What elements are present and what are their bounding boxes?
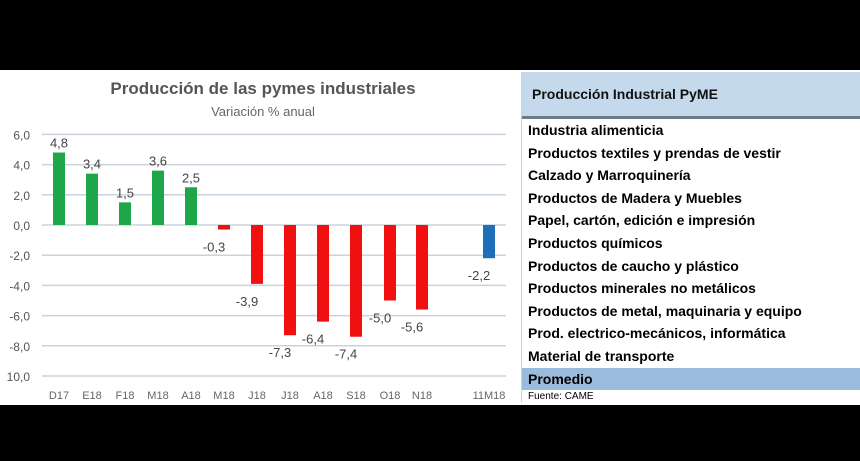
bar (119, 202, 131, 225)
bar (416, 225, 428, 310)
source-note: Fuente: CAME (528, 391, 594, 403)
y-tick-label: -2,0 (9, 249, 30, 263)
y-tick-label: -8,0 (9, 340, 30, 354)
bar (86, 173, 98, 225)
table-row: Productos de caucho y plástico (528, 257, 739, 274)
bar (53, 152, 65, 225)
data-label: -7,4 (335, 347, 357, 362)
y-tick-label: -6,0 (9, 310, 30, 324)
table-row: Material de transporte (528, 347, 675, 364)
table-row: Prod. electrico-mecánicos, informática (528, 325, 786, 342)
x-tick-label: J18 (281, 390, 299, 402)
average-row: Promedio (522, 367, 860, 391)
x-tick-label: J18 (248, 390, 266, 402)
data-label: 2,5 (182, 170, 200, 185)
bar (251, 225, 263, 284)
data-label: -5,6 (401, 320, 423, 335)
table-row: Productos de Madera y Muebles (528, 189, 742, 206)
x-tick-label: F18 (116, 390, 135, 402)
data-label: -5,0 (369, 311, 391, 326)
x-tick-label: 11M18 (473, 390, 506, 402)
x-tick-label: M18 (147, 390, 168, 402)
table-row: Productos textiles y prendas de vestir (528, 144, 781, 161)
sector-table: Producción Industrial PyME Industria ali… (521, 72, 860, 403)
bar (317, 225, 329, 322)
x-tick-label: O18 (380, 390, 401, 402)
table-row: Productos de metal, maquinaria y equipo (528, 302, 802, 319)
x-tick-label: E18 (82, 390, 102, 402)
table-header: Producción Industrial PyME (522, 72, 860, 119)
data-label: -0,3 (203, 240, 225, 255)
data-label: -2,2 (468, 268, 490, 283)
y-tick-label: 6,0 (13, 128, 30, 142)
y-tick-label: 10,0 (7, 370, 31, 384)
bar (284, 225, 296, 336)
data-label: 1,5 (116, 185, 134, 200)
bar (218, 225, 230, 230)
table-row: Papel, cartón, edición e impresión (528, 212, 756, 229)
bar-chart: Producción de las pymes industriales Var… (7, 79, 506, 402)
table-row: Calzado y Marroquinería (528, 167, 691, 184)
bar (185, 187, 197, 225)
chart-subtitle: Variación % anual (211, 104, 315, 119)
x-tick-label: A18 (313, 390, 333, 402)
bar (350, 225, 362, 337)
table-row: Productos químicos (528, 234, 663, 251)
bar (483, 225, 495, 259)
panel: Producción de las pymes industriales Var… (0, 70, 860, 405)
y-tick-label: 4,0 (13, 159, 30, 173)
x-tick-label: D17 (49, 390, 69, 402)
data-label: 4,8 (50, 136, 68, 151)
y-tick-label: -4,0 (9, 279, 30, 293)
x-tick-label: N18 (412, 390, 432, 402)
y-tick-label: 0,0 (13, 219, 30, 233)
bar (384, 225, 396, 301)
bar (152, 170, 164, 225)
chart-title: Producción de las pymes industriales (110, 79, 415, 98)
table-row: Productos minerales no metálicos (528, 280, 756, 297)
data-label: -3,9 (236, 294, 258, 309)
data-label: -6,4 (302, 332, 324, 347)
data-label: -7,3 (269, 345, 291, 360)
x-tick-label: A18 (181, 390, 201, 402)
table-row: Industria alimenticia (528, 122, 664, 138)
x-tick-label: S18 (346, 390, 366, 402)
data-label: 3,4 (83, 157, 101, 172)
x-tick-label: M18 (213, 390, 234, 402)
data-label: 3,6 (149, 154, 167, 169)
y-tick-label: 2,0 (13, 189, 30, 203)
